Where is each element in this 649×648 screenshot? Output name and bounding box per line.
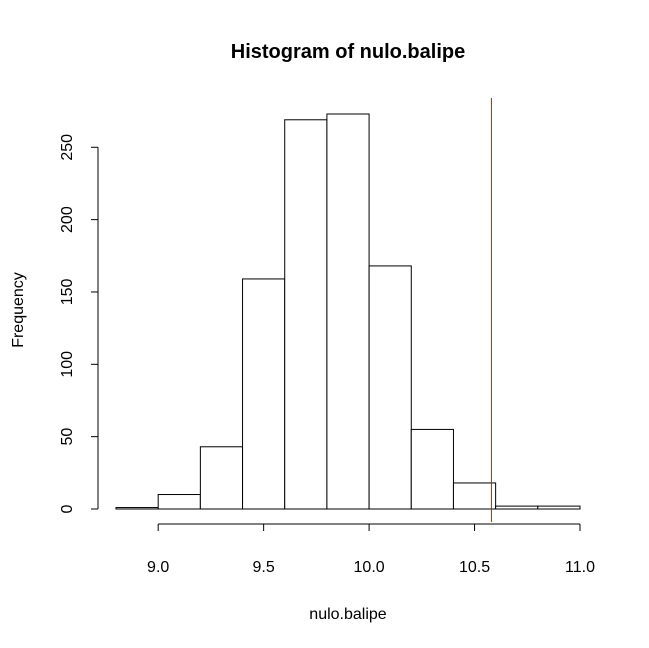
y-tick-label: 250 xyxy=(59,134,76,161)
y-tick-label: 50 xyxy=(59,428,76,446)
y-axis: 0 50 100 150 200 250 xyxy=(59,134,99,513)
y-tick-label: 150 xyxy=(59,279,76,306)
x-tick-label: 10.0 xyxy=(354,559,385,576)
histogram-bar xyxy=(199,446,244,510)
histogram-bar xyxy=(284,119,328,510)
x-axis-label: nulo.balipe xyxy=(309,606,387,623)
histogram-bar xyxy=(537,505,581,510)
histogram-bar xyxy=(242,278,286,510)
histogram-bar xyxy=(495,505,539,510)
x-tick-label: 10.5 xyxy=(459,559,490,576)
histogram-bar xyxy=(157,494,201,510)
x-tick-label: 9.0 xyxy=(147,559,169,576)
chart-title: Histogram of nulo.balipe xyxy=(231,41,465,63)
histogram-bar xyxy=(326,113,370,510)
histogram-bars xyxy=(115,113,581,510)
histogram-bar xyxy=(368,265,412,510)
histogram-bar xyxy=(410,428,454,510)
histogram-bar xyxy=(452,482,497,510)
y-tick-label: 100 xyxy=(59,351,76,378)
histogram-bar xyxy=(115,507,159,510)
x-axis: 9.0 9.5 10.0 10.5 11.0 xyxy=(147,523,595,576)
x-tick-label: 9.5 xyxy=(253,559,275,576)
y-tick-label: 200 xyxy=(59,206,76,233)
y-axis-label: Frequency xyxy=(10,272,27,348)
y-tick-label: 0 xyxy=(59,504,76,513)
x-tick-label: 11.0 xyxy=(565,559,595,576)
